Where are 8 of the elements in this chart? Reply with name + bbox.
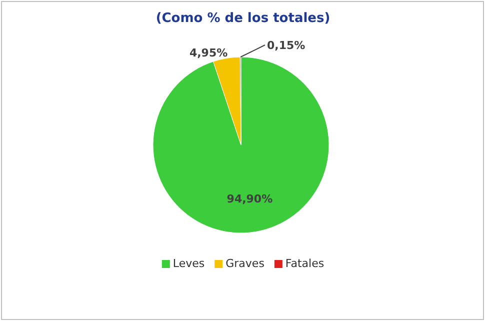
- legend-label: Graves: [226, 257, 265, 270]
- legend-label: Fatales: [285, 257, 324, 270]
- chart-title: (Como % de los totales): [156, 11, 330, 26]
- legend-label: Leves: [172, 257, 205, 270]
- data-label: 0,15%: [267, 38, 306, 52]
- data-label: 4,95%: [189, 46, 228, 60]
- data-label: 94,90%: [226, 192, 273, 206]
- pie-slice: [152, 56, 330, 234]
